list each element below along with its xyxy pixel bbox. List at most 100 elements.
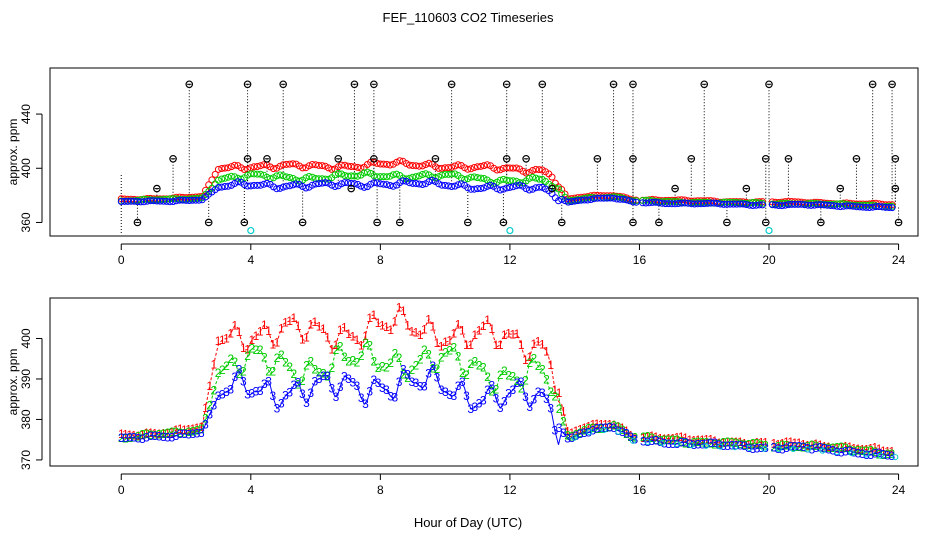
top-series1-point <box>558 186 566 193</box>
bottom-series1-marker: 1 <box>404 319 411 333</box>
bottom-series1-marker: 1 <box>695 433 702 447</box>
bottom-series1-marker: 1 <box>640 431 647 445</box>
top-series1-point <box>227 163 235 171</box>
bottom-low-marker <box>848 450 855 457</box>
top-series2-point <box>532 174 540 182</box>
top-series3-point <box>512 182 520 190</box>
bottom-series1-marker: 1 <box>488 322 495 336</box>
top-series3-point <box>399 177 407 185</box>
top-series3-point <box>263 179 271 187</box>
top-series3-point <box>257 181 264 189</box>
top-series3-point <box>292 180 300 188</box>
bottom-series1-marker: 1 <box>884 444 891 458</box>
top-series3-point <box>286 182 294 190</box>
top-series3-point <box>875 203 883 210</box>
bottom-series2-marker: 2 <box>720 435 727 449</box>
bottom-series1-marker: 1 <box>261 318 268 332</box>
bottom-series2-marker: 2 <box>589 421 596 435</box>
bottom-series1-marker: 1 <box>164 427 171 441</box>
bottom-series1-marker: 1 <box>669 431 676 445</box>
bottom-series3-marker: 3 <box>640 435 647 449</box>
top-series3-point <box>328 181 336 189</box>
top-series1-point <box>467 165 475 173</box>
bottom-series3-marker: 3 <box>552 424 559 438</box>
top-series1-point <box>312 161 320 169</box>
bottom-series2-marker: 2 <box>691 436 698 450</box>
top-series3-point <box>739 200 747 208</box>
top-series3-point <box>419 181 426 188</box>
bottom-series3-marker: 3 <box>173 429 180 443</box>
top-series3-point <box>412 180 420 187</box>
bottom-low-marker <box>761 445 768 452</box>
bottom-series3-marker: 3 <box>678 436 685 450</box>
bottom-series3-marker: 3 <box>291 378 298 392</box>
bottom-series1-marker: 1 <box>236 325 243 339</box>
top-series2-point <box>474 174 481 182</box>
bottom-series2-marker: 2 <box>215 366 222 380</box>
top-series3-point <box>487 181 494 189</box>
spike-marker <box>298 218 307 227</box>
bottom-series2-marker: 2 <box>632 431 639 445</box>
bottom-series3-marker: 3 <box>320 369 327 383</box>
bottom-series2-marker: 2 <box>800 440 807 454</box>
bottom-series3-marker: 3 <box>383 383 390 397</box>
bottom-series2-marker: 2 <box>446 344 453 358</box>
bottom-series2-marker: 2 <box>375 361 382 375</box>
bottom-series1-marker: 1 <box>118 427 125 441</box>
bottom-series2-marker: 2 <box>126 431 133 445</box>
top-series3-point <box>516 181 524 189</box>
top-series3-point <box>506 183 514 191</box>
top-series3-point <box>574 197 582 205</box>
bottom-series2-marker: 2 <box>526 356 533 370</box>
top-series3-point <box>856 203 864 211</box>
top-series3-point <box>499 185 507 193</box>
bottom-series1-marker: 1 <box>771 437 778 451</box>
spike-marker <box>687 154 696 163</box>
top-panel: approx. ppm 0 4 8 12 16 20 24 360 400 440 <box>6 67 919 267</box>
bottom-series3-marker: 3 <box>451 389 458 403</box>
bottom-series3-marker: 3 <box>775 442 782 456</box>
bottom-series2-marker: 2 <box>488 384 495 398</box>
bottom-series2-marker: 2 <box>703 435 710 449</box>
top-series3-point <box>784 201 792 209</box>
bottom-series1-marker: 1 <box>438 340 445 354</box>
bottom-series1-marker: 1 <box>345 327 352 341</box>
top-series3-point <box>626 197 634 205</box>
bottom-series3-marker: 3 <box>484 383 491 397</box>
bottom-series2-marker: 2 <box>842 441 849 455</box>
bottom-series2-marker: 2 <box>514 374 521 388</box>
bottom-series3-marker: 3 <box>181 427 188 441</box>
bottom-series1-marker: 1 <box>215 334 222 348</box>
top-series3-point <box>707 199 715 207</box>
top-series2-point <box>380 173 388 181</box>
bottom-series2-marker: 2 <box>640 430 647 444</box>
1-x-tick-label: 0 <box>118 483 125 497</box>
bottom-series3-marker: 3 <box>135 431 142 445</box>
bottom-series3-marker: 3 <box>741 439 748 453</box>
bottom-series2-marker: 2 <box>606 420 613 434</box>
top-series3-point <box>444 182 452 190</box>
spike-marker <box>464 218 472 227</box>
bottom-series3-marker: 3 <box>404 368 411 382</box>
top-series2-point <box>444 170 452 178</box>
bottom-series3-marker: 3 <box>539 386 546 400</box>
top-series3-point <box>312 180 320 188</box>
top-series1-point <box>266 163 274 171</box>
top-series2-point <box>224 173 232 181</box>
top-series3-point <box>357 182 365 190</box>
low-point <box>506 226 514 235</box>
bottom-series1-marker: 1 <box>573 424 580 438</box>
top-series3-point <box>882 203 890 211</box>
top-series1-point <box>493 166 501 174</box>
bottom-series1-marker: 1 <box>265 324 272 338</box>
bottom-series2-marker: 2 <box>741 438 748 452</box>
top-series3-point <box>438 181 446 189</box>
bottom-series3-marker: 3 <box>707 436 714 450</box>
bottom-series3-marker: 3 <box>215 389 222 403</box>
bottom-series2-marker: 2 <box>451 341 458 355</box>
bottom-series2-marker: 2 <box>577 426 584 440</box>
bottom-series3-marker: 3 <box>147 429 154 443</box>
bottom-series3-marker: 3 <box>598 421 605 435</box>
bottom-series1-marker: 1 <box>741 436 748 450</box>
top-marks <box>117 80 903 235</box>
